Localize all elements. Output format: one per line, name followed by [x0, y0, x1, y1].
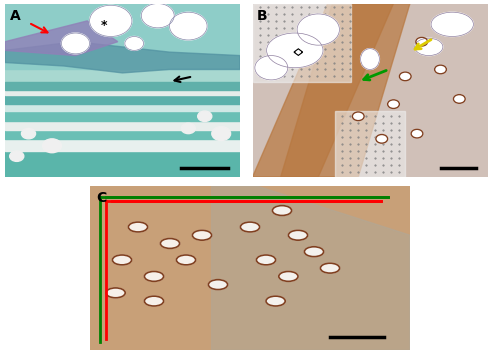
Circle shape [352, 112, 364, 121]
Circle shape [181, 123, 196, 133]
Circle shape [128, 222, 148, 232]
Circle shape [90, 5, 132, 36]
Circle shape [416, 38, 428, 46]
Polygon shape [296, 50, 300, 54]
Bar [252, 4, 351, 81]
Circle shape [411, 129, 423, 138]
Circle shape [142, 4, 174, 28]
Bar [5, 121, 240, 130]
Bar [5, 130, 240, 139]
Circle shape [125, 36, 144, 50]
Text: C: C [96, 191, 106, 205]
Circle shape [376, 135, 388, 143]
Circle shape [288, 230, 308, 240]
Bar [5, 104, 240, 111]
Circle shape [434, 65, 446, 74]
Circle shape [106, 288, 125, 298]
Circle shape [144, 296, 164, 306]
Polygon shape [5, 21, 118, 56]
Circle shape [192, 230, 212, 240]
Circle shape [320, 263, 340, 273]
Circle shape [388, 100, 400, 108]
Bar [335, 111, 405, 177]
Circle shape [112, 255, 132, 265]
Ellipse shape [414, 38, 443, 56]
Circle shape [42, 139, 62, 153]
Polygon shape [280, 4, 410, 177]
Circle shape [198, 111, 212, 121]
Circle shape [208, 280, 228, 290]
Ellipse shape [431, 12, 474, 36]
Circle shape [400, 72, 411, 81]
Text: A: A [10, 9, 20, 23]
Circle shape [212, 127, 231, 141]
Circle shape [266, 296, 285, 306]
Polygon shape [294, 49, 302, 55]
Ellipse shape [255, 56, 288, 80]
Circle shape [62, 33, 90, 54]
Circle shape [240, 222, 260, 232]
Polygon shape [5, 42, 240, 73]
Bar [5, 90, 240, 96]
Bar [5, 151, 240, 177]
Circle shape [256, 255, 276, 265]
Circle shape [279, 272, 298, 281]
Circle shape [22, 129, 36, 139]
Bar [5, 81, 240, 90]
Circle shape [272, 206, 291, 216]
Ellipse shape [297, 14, 340, 45]
Polygon shape [252, 4, 394, 177]
Ellipse shape [360, 48, 380, 69]
Bar [5, 139, 240, 151]
Text: *: * [100, 19, 107, 32]
Ellipse shape [266, 33, 323, 68]
Text: B: B [257, 9, 268, 23]
Circle shape [160, 239, 180, 249]
Circle shape [176, 255, 196, 265]
Circle shape [454, 95, 465, 103]
Circle shape [170, 12, 207, 40]
Bar [5, 4, 240, 69]
Circle shape [10, 151, 24, 161]
Bar [5, 96, 240, 104]
Circle shape [144, 272, 164, 281]
Bar [5, 111, 240, 121]
Polygon shape [212, 186, 410, 350]
Circle shape [304, 247, 324, 257]
